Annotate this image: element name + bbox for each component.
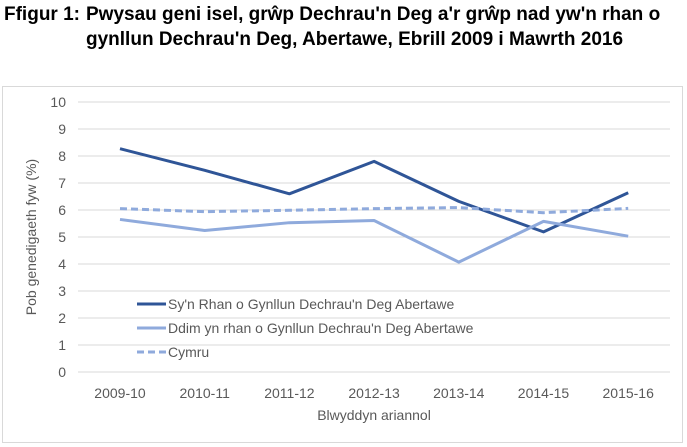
x-axis-label: Blwyddyn ariannol [317,407,431,423]
figure-title: Ffigur 1: Pwysau geni isel, grŵp Dechrau… [4,2,684,52]
y-tick-label: 10 [50,94,66,110]
y-tick-label: 4 [58,256,66,272]
chart-frame [2,86,683,443]
y-tick-label: 5 [58,229,66,245]
y-tick-label: 8 [58,148,66,164]
figure-title-text: Pwysau geni isel, grŵp Dechrau'n Deg a'r… [86,4,661,50]
y-tick-label: 6 [58,202,66,218]
x-tick-label: 2014-15 [518,385,570,401]
x-tick-label: 2010-11 [180,385,231,401]
y-tick-label: 0 [58,364,66,380]
x-tick-label: 2015-16 [603,385,655,401]
figure-label: Ffigur 1: [4,4,80,25]
legend-label: Ddim yn rhan o Gynllun Dechrau'n Deg Abe… [168,320,474,336]
y-tick-label: 1 [58,337,66,353]
y-tick-label: 7 [58,175,66,191]
x-tick-label: 2011-12 [264,385,315,401]
legend-label: Sy'n Rhan o Gynllun Dechrau'n Deg Aberta… [168,296,455,312]
series-line-1 [119,217,629,264]
y-axis-label: Pob genedigaeth fyw (%) [23,159,39,315]
x-tick-label: 2012-13 [348,385,400,401]
y-tick-label: 9 [58,121,66,137]
y-tick-label: 3 [58,283,66,299]
y-tick-label: 2 [58,310,66,326]
x-tick-label: 2013-14 [433,385,485,401]
x-tick-label: 2009-10 [94,385,146,401]
legend-label: Cymru [168,344,209,360]
